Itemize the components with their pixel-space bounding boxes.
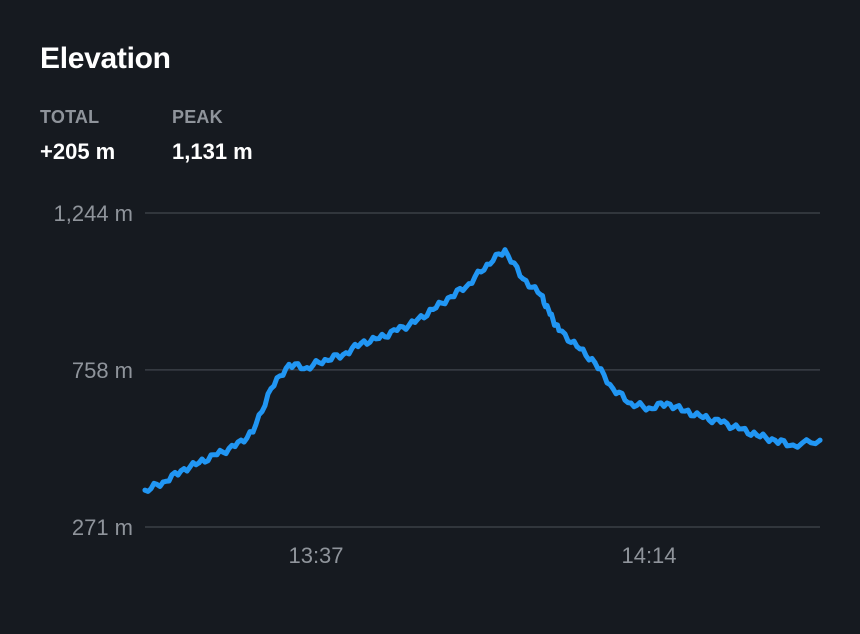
elevation-point xyxy=(538,292,544,298)
elevation-point xyxy=(448,294,454,300)
elevation-point xyxy=(574,344,580,350)
elevation-point xyxy=(178,468,184,474)
elevation-point xyxy=(412,319,418,325)
stat-total-label: TOTAL xyxy=(40,107,100,127)
elevation-point xyxy=(646,405,652,411)
elevation-point xyxy=(754,432,760,438)
stat-total: TOTAL +205 m xyxy=(40,107,115,165)
elevation-point xyxy=(466,281,472,287)
elevation-point xyxy=(682,408,688,414)
elevation-point xyxy=(394,328,400,333)
elevation-point xyxy=(322,357,328,362)
stat-peak: PEAK 1,131 m xyxy=(172,107,253,165)
elevation-point xyxy=(736,426,742,432)
elevation-point xyxy=(502,247,508,253)
elevation-point xyxy=(214,452,220,458)
x-axis-tick-labels: 13:37 14:14 xyxy=(288,543,676,568)
stat-peak-value: 1,131 m xyxy=(172,139,253,164)
elevation-point xyxy=(142,487,148,493)
elevation-point xyxy=(547,311,553,317)
x-tick-label: 14:14 xyxy=(621,543,676,568)
elevation-point xyxy=(628,400,634,406)
elevation-point xyxy=(358,340,364,346)
elevation-point xyxy=(430,307,436,312)
elevation-point xyxy=(610,386,616,392)
stat-peak-label: PEAK xyxy=(172,107,223,127)
elevation-point xyxy=(484,261,490,267)
y-tick-label: 758 m xyxy=(72,358,133,383)
x-tick-label: 13:37 xyxy=(288,543,343,568)
elevation-point xyxy=(196,460,202,466)
elevation-point xyxy=(160,479,166,485)
y-axis-tick-labels: 1,244 m 758 m 271 m xyxy=(54,201,134,540)
elevation-point xyxy=(556,328,562,333)
elevation-point xyxy=(817,437,823,443)
stat-total-value: +205 m xyxy=(40,139,116,164)
elevation-point xyxy=(664,400,670,406)
grid-layer xyxy=(145,212,820,528)
elevation-point xyxy=(340,352,346,358)
elevation-point xyxy=(376,336,382,341)
series-layer xyxy=(142,247,823,494)
elevation-point xyxy=(700,415,706,421)
elevation-point xyxy=(268,386,274,392)
elevation-point xyxy=(790,442,796,448)
elevation-point xyxy=(232,444,238,450)
elevation-line xyxy=(142,247,823,494)
elevation-point xyxy=(250,429,256,435)
elevation-point xyxy=(718,419,724,425)
elevation-point xyxy=(286,361,292,367)
y-tick-label: 1,244 m xyxy=(54,201,134,226)
elevation-point xyxy=(520,276,526,282)
elevation-point xyxy=(304,365,310,371)
elevation-point xyxy=(592,360,598,366)
chart-title: Elevation xyxy=(40,42,171,75)
y-tick-label: 271 m xyxy=(72,515,133,540)
elevation-point xyxy=(772,437,778,443)
